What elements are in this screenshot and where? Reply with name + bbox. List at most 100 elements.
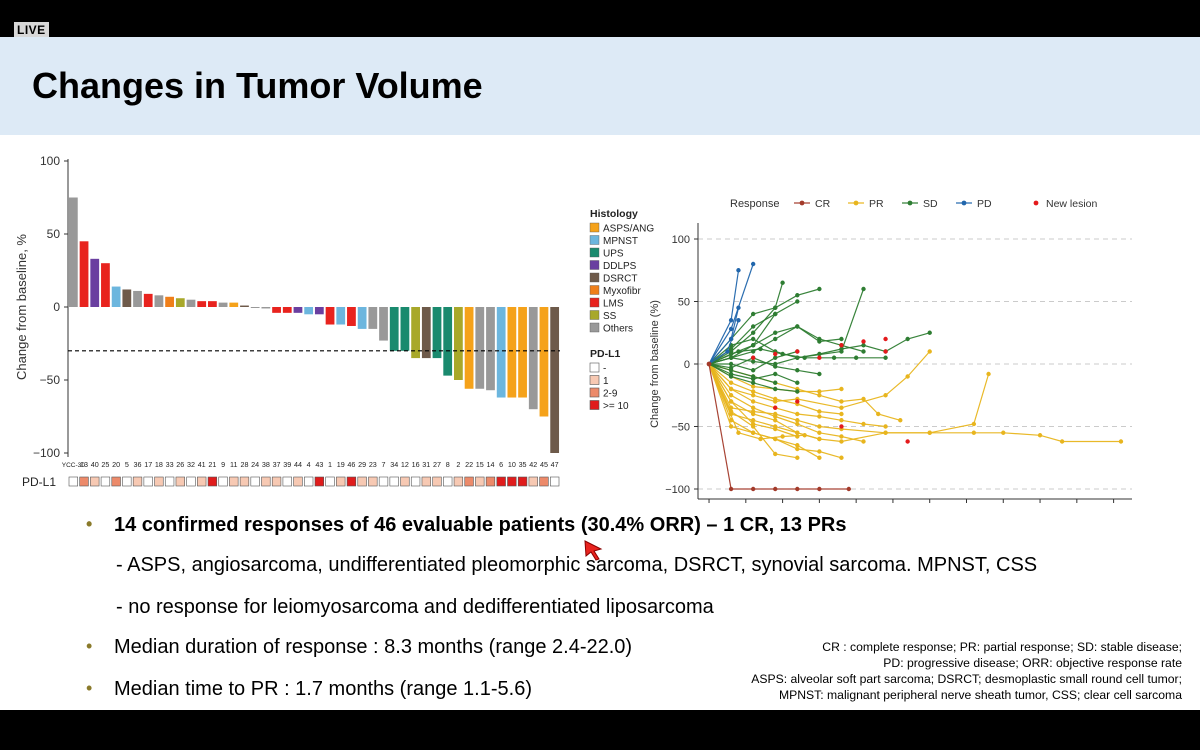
x-tick-label: 2 bbox=[456, 460, 460, 469]
x-tick-label: 6 bbox=[499, 460, 503, 469]
x-tick-label: 80 bbox=[997, 506, 1009, 507]
legend-label: DDLPS bbox=[603, 261, 637, 272]
x-tick-label: 33 bbox=[166, 460, 174, 469]
bullet-dot-icon: • bbox=[86, 678, 93, 698]
data-point-pr bbox=[773, 396, 778, 402]
data-point-pr bbox=[750, 393, 756, 398]
x-tick-label: 50 bbox=[887, 506, 899, 507]
data-point-pr bbox=[773, 414, 778, 419]
x-tick-label: 16 bbox=[412, 460, 420, 469]
bar bbox=[389, 307, 399, 351]
new-lesion-point bbox=[883, 349, 888, 354]
data-point-pr bbox=[817, 409, 822, 414]
pdl1-cell bbox=[517, 476, 528, 487]
bar bbox=[507, 307, 517, 398]
x-tick-label: YCC-30 bbox=[62, 462, 86, 469]
data-point-pr bbox=[898, 418, 903, 423]
pdl1-cell bbox=[485, 476, 496, 487]
x-tick-label: 36 bbox=[134, 460, 142, 469]
data-point-pr bbox=[795, 411, 800, 417]
legend-label: - bbox=[603, 364, 606, 375]
data-point-sd bbox=[831, 355, 837, 360]
waterfall-chart: 100 50 0 −50 −100 Change from baseline, % YCC-… bbox=[14, 154, 654, 489]
x-tick-label: 14 bbox=[486, 460, 494, 469]
x-tick-label: 43 bbox=[315, 460, 323, 469]
legend-swatch bbox=[589, 235, 600, 245]
data-point-pr bbox=[861, 439, 866, 444]
data-point-sd bbox=[795, 299, 800, 304]
data-point-pr bbox=[861, 421, 866, 427]
data-point-pr bbox=[839, 434, 844, 439]
bar bbox=[347, 307, 356, 326]
data-point-sd bbox=[773, 330, 778, 335]
data-point-sd bbox=[795, 324, 800, 329]
pdl1-cell bbox=[271, 476, 282, 487]
legend-label: SS bbox=[603, 311, 617, 322]
bullet-time-to-pr: • Median time to PR : 1.7 months (range … bbox=[86, 678, 532, 701]
data-point-pr bbox=[736, 430, 741, 435]
bar bbox=[186, 299, 196, 307]
x-tick-label: 44 bbox=[294, 460, 302, 469]
y-tick-label: −50 bbox=[671, 422, 690, 434]
data-point-sd bbox=[795, 380, 800, 385]
pdl1-cell bbox=[293, 476, 303, 487]
slide: Changes in Tumor Volume 100 50 0 −50 −100 Cha… bbox=[0, 37, 1200, 710]
series-line-sd bbox=[708, 348, 886, 365]
data-point-pd bbox=[736, 318, 741, 323]
data-point-sd bbox=[817, 351, 822, 357]
data-point-sd bbox=[861, 286, 866, 292]
data-point-sd bbox=[750, 376, 756, 382]
pdl1-cell bbox=[475, 476, 485, 487]
pdl1-cell bbox=[68, 476, 78, 487]
data-point-sd bbox=[773, 371, 778, 377]
pdl1-cell bbox=[154, 476, 164, 487]
data-point-pr bbox=[750, 399, 756, 404]
data-point-sd bbox=[773, 380, 778, 385]
subbullet-no-response-text: - no response for leiomyosarcoma and ded… bbox=[116, 596, 714, 618]
data-point-pr bbox=[883, 393, 888, 398]
bar bbox=[272, 307, 281, 313]
bullet-duration-text: Median duration of response : 8.3 months… bbox=[114, 636, 633, 658]
data-point-pr bbox=[795, 430, 800, 435]
footnote-line: PD: progressive disease; ORR: objective … bbox=[883, 656, 1182, 670]
data-point-sd bbox=[817, 339, 822, 344]
data-point-sd bbox=[773, 355, 778, 360]
bullet-dot-icon: • bbox=[86, 636, 93, 656]
new-lesion-point bbox=[750, 355, 756, 360]
pdl1-cell bbox=[464, 476, 474, 487]
pdl1-cell bbox=[100, 476, 111, 487]
series-line-sd bbox=[708, 325, 864, 365]
legend-label: CR bbox=[815, 198, 831, 210]
x-tick-label: 20 bbox=[112, 460, 120, 469]
data-point-sd bbox=[795, 368, 800, 373]
data-point-pr bbox=[861, 396, 866, 402]
legend-title: Response bbox=[730, 198, 780, 210]
data-point-sd bbox=[750, 343, 756, 348]
pdl1-cell bbox=[432, 476, 442, 487]
data-point-pr bbox=[728, 399, 734, 404]
subbullet-no-response: - no response for leiomyosarcoma and ded… bbox=[116, 596, 714, 619]
data-point-cr bbox=[817, 486, 822, 492]
footnote-line: MPNST: malignant peripheral nerve sheath… bbox=[778, 688, 1182, 702]
pdl1-cell bbox=[325, 476, 335, 487]
bar bbox=[421, 307, 431, 359]
x-tick-label: 30 bbox=[813, 506, 825, 507]
legend-marker bbox=[799, 200, 805, 206]
legend-swatch bbox=[589, 222, 600, 233]
bar bbox=[496, 307, 506, 398]
bar bbox=[197, 301, 207, 307]
legend-title: PD-L1 bbox=[590, 348, 620, 360]
pdl1-cell bbox=[368, 476, 378, 487]
data-point-sd bbox=[839, 336, 844, 342]
bar bbox=[528, 307, 538, 410]
x-tick-label: 1 bbox=[328, 460, 332, 469]
data-point-pr bbox=[839, 386, 844, 392]
data-point-origin bbox=[706, 361, 712, 367]
x-tick-label: 45 bbox=[540, 460, 548, 469]
bar bbox=[282, 307, 292, 313]
bar bbox=[357, 307, 367, 329]
pdl1-cell bbox=[336, 476, 346, 487]
x-tick-label: 9 bbox=[221, 460, 225, 469]
x-tick-label: 0 bbox=[706, 506, 712, 507]
bar bbox=[550, 307, 560, 453]
